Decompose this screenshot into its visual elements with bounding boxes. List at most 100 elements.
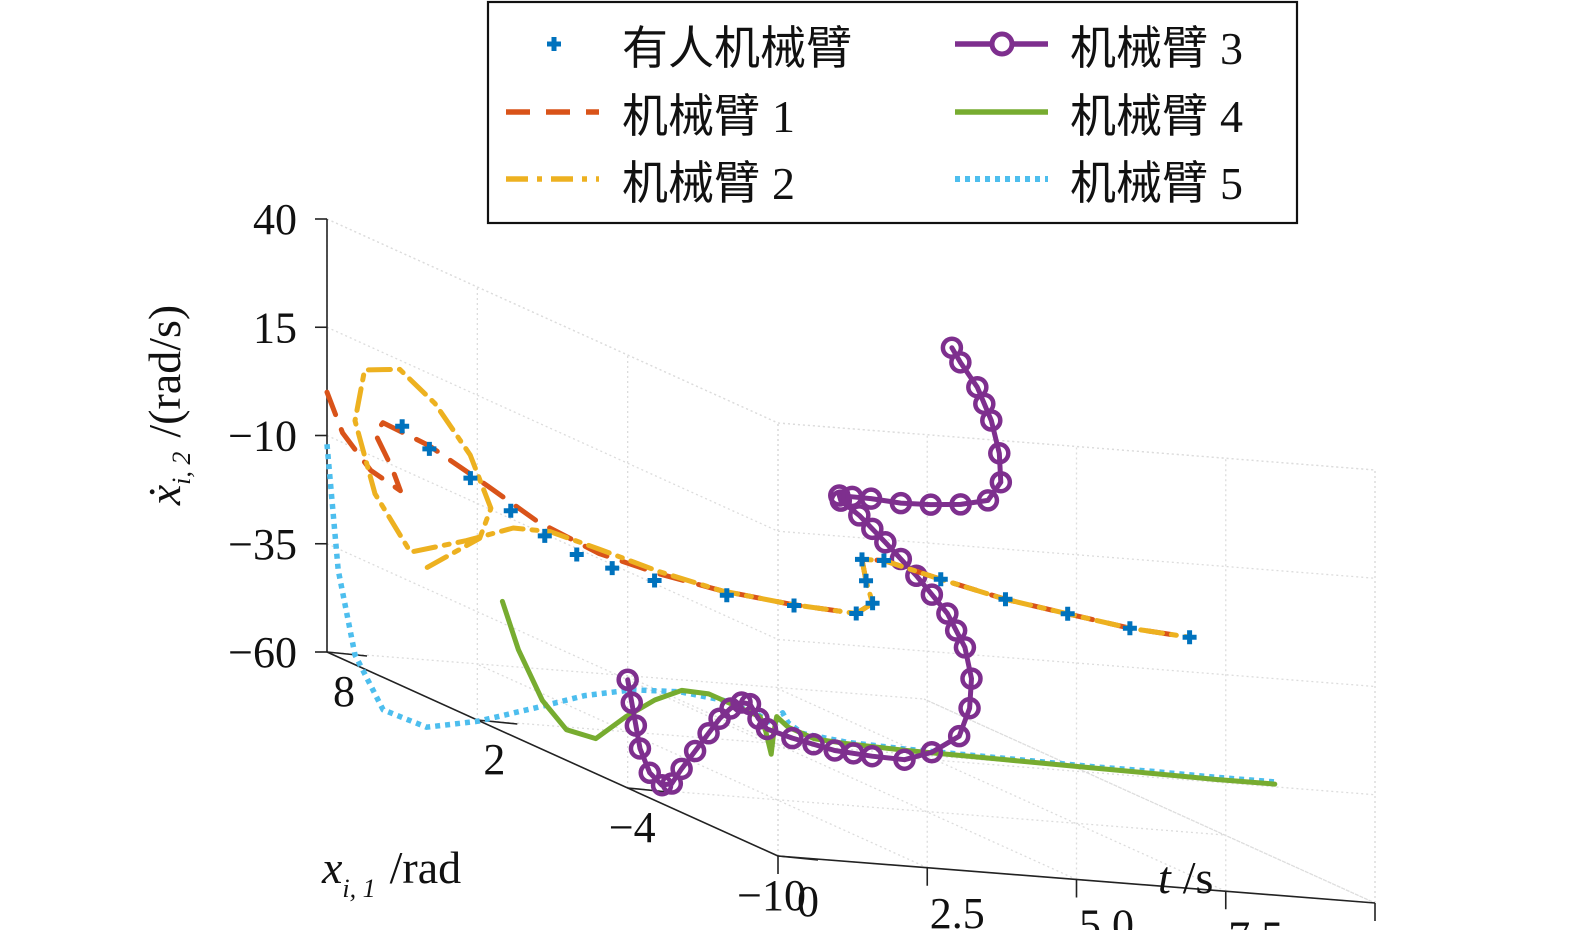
series-line <box>499 598 1278 787</box>
legend-entry-5: 机械臂 4 <box>955 89 1243 143</box>
x-tick <box>326 651 368 657</box>
data-point <box>919 493 942 516</box>
x-tick <box>777 855 819 861</box>
data-point <box>755 717 779 741</box>
series-4 <box>616 336 1013 797</box>
data-point <box>787 598 802 613</box>
t-axis-label: t/s <box>1158 852 1213 903</box>
data-point <box>849 606 864 621</box>
data-point <box>647 573 662 588</box>
series-3 <box>352 366 1193 640</box>
svg-text:ẋi, 2/(rad/s): ẋi, 2/(rad/s) <box>139 305 196 507</box>
data-point <box>893 748 916 771</box>
legend-label: 机械臂 2 <box>622 156 795 210</box>
data-point <box>670 757 693 781</box>
data-point <box>395 419 410 434</box>
data-point <box>802 733 825 756</box>
data-point <box>933 572 948 587</box>
data-point <box>936 602 959 625</box>
legend-entry-2: 机械臂 1 <box>506 89 795 143</box>
t-tick-label: 5.0 <box>1079 901 1134 930</box>
data-point <box>889 491 913 515</box>
data-point <box>966 375 989 399</box>
series-line <box>352 366 1193 640</box>
data-point <box>719 697 742 720</box>
data-point <box>422 441 437 456</box>
legend-symbol-circle-line <box>955 31 1048 57</box>
series-line <box>324 389 1193 640</box>
data-point <box>616 668 639 691</box>
t-tick-label: 0 <box>797 877 819 926</box>
legend-symbol-plus <box>547 37 561 51</box>
data-point <box>503 503 518 518</box>
data-point <box>650 773 674 797</box>
data-point <box>638 761 661 785</box>
data-point <box>624 714 648 737</box>
data-point <box>1060 606 1075 621</box>
legend-box <box>486 0 1299 225</box>
z-tick-label: −35 <box>228 520 297 569</box>
data-point <box>944 619 968 642</box>
legend-label: 机械臂 3 <box>1070 21 1243 75</box>
data-point <box>920 583 944 606</box>
t-tick-label: 7.5 <box>1228 912 1283 930</box>
series-2 <box>324 389 1193 640</box>
t-tick-label: 10.0 <box>1367 924 1444 930</box>
data-point <box>463 471 478 486</box>
gridline <box>326 218 779 424</box>
legend-label: 有人机械臂 <box>622 21 852 75</box>
x-tick-label: 2 <box>483 735 505 784</box>
gridline <box>326 434 779 641</box>
x-tick-label: −4 <box>609 803 656 852</box>
z-tick-label: −10 <box>228 412 297 461</box>
data-point <box>719 588 734 603</box>
svg-text:xi, 1/rad: xi, 1/rad <box>321 842 461 903</box>
gridline <box>625 674 1077 881</box>
legend-entry-3: 机械臂 2 <box>506 156 795 210</box>
data-point <box>683 739 707 763</box>
x-axis-label: xi, 1/rad <box>321 842 461 903</box>
data-point <box>989 470 1013 494</box>
data-point <box>1122 621 1137 636</box>
data-point <box>660 772 684 795</box>
legend-entry-4: 机械臂 3 <box>955 21 1243 75</box>
series-5 <box>499 598 1278 787</box>
data-point <box>1182 630 1197 645</box>
legend-label: 机械臂 1 <box>622 89 795 143</box>
data-point <box>976 489 1000 512</box>
x-tick-label: −10 <box>737 871 806 920</box>
data-point <box>988 442 1011 465</box>
data-point <box>947 724 971 748</box>
legend-marker <box>989 31 1015 57</box>
data-point <box>854 552 869 567</box>
data-point <box>697 722 720 745</box>
x-tick <box>627 787 668 793</box>
z-axis-label: ẋi, 2/(rad/s) <box>139 305 196 507</box>
data-point <box>920 741 944 764</box>
legend-label: 机械臂 5 <box>1070 156 1243 210</box>
legend-marker <box>547 37 561 51</box>
data-point <box>620 691 644 714</box>
legend-entry-1: 有人机械臂 <box>547 21 852 75</box>
t-tick-label: 2.5 <box>930 889 985 930</box>
data-point <box>859 487 883 510</box>
x-tick-label: 8 <box>333 667 355 716</box>
legend-label: 机械臂 4 <box>1070 89 1243 143</box>
data-point <box>859 573 874 588</box>
series-1 <box>395 419 1197 645</box>
data-point <box>958 696 981 720</box>
grid <box>326 218 1376 904</box>
data-point <box>865 596 880 611</box>
data-point <box>605 561 620 576</box>
data-point <box>860 744 884 768</box>
data-point <box>848 504 871 527</box>
legend-entry-6: 机械臂 5 <box>955 156 1243 210</box>
data-point <box>949 493 972 516</box>
data-point <box>828 484 851 507</box>
legend: 有人机械臂 机械臂 1 机械臂 2 机械臂 3 机械臂 4 机械臂 5 <box>486 0 1299 225</box>
data-point <box>998 592 1013 607</box>
z-tick-label: 40 <box>253 195 297 244</box>
data-point <box>953 636 977 659</box>
